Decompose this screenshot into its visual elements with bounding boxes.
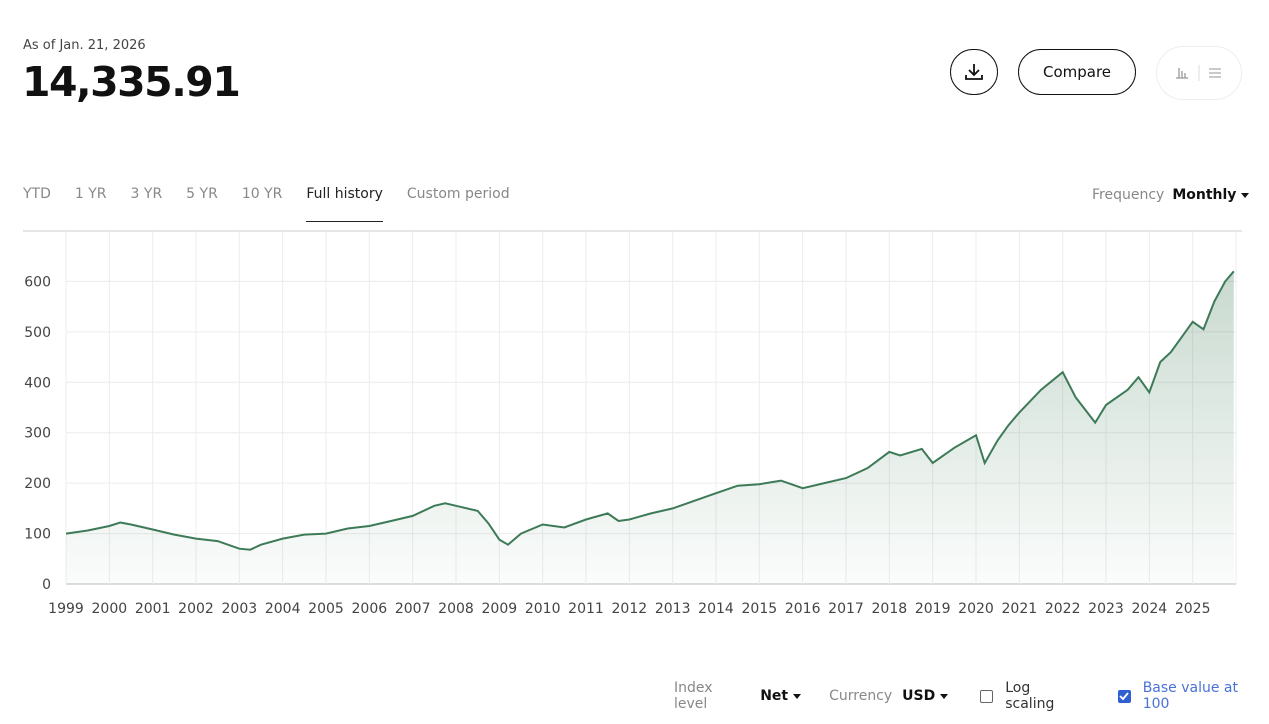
view-icons [1176,65,1221,81]
as-of-date: As of Jan. 21, 2026 [23,38,146,53]
period-tab[interactable]: 3 YR [130,186,163,202]
x-tick-label: 1999 [48,601,84,617]
x-tick-label: 2004 [265,601,301,617]
y-tick-label: 200 [24,476,51,492]
y-tick-label: 600 [24,274,51,290]
index-value: 14,335.91 [22,58,241,106]
frequency-value: Monthly [1172,187,1237,203]
base-checkbox[interactable] [1117,689,1131,703]
x-tick-label: 2001 [135,601,171,617]
index-level-label: Index level [674,680,713,712]
x-tick-label: 2022 [1045,601,1081,617]
view-toggle[interactable] [1156,46,1242,100]
x-tick-label: 2003 [222,601,258,617]
x-tick-label: 2021 [1002,601,1038,617]
x-tick-label: 2020 [958,601,994,617]
download-icon [965,64,983,80]
frequency[interactable]: Frequency Monthly [1092,187,1250,203]
x-tick-label: 2008 [438,601,474,617]
frequency-label: Frequency [1092,187,1165,203]
currency-value[interactable]: USD [902,688,936,704]
period-tab[interactable]: Full history [306,186,383,222]
index-level-value[interactable]: Net [760,688,789,704]
x-tick-label: 2012 [612,601,648,617]
y-tick-label: 100 [24,527,51,543]
period-tab[interactable]: 10 YR [241,186,283,202]
line [65,270,1235,551]
x-tick-label: 2010 [525,601,561,617]
x-tick-label: 2025 [1175,601,1211,617]
chart: 0 100 200 300 400 500 600 1999 2000 2001 2002 2003 2… [23,230,1242,617]
x-tick-label: 2015 [742,601,778,617]
x-tick-label: 2013 [655,601,691,617]
check-icon [1119,691,1129,700]
x-tick-label: 2002 [178,601,214,617]
y-tick-label: 300 [24,426,51,442]
x-tick-label: 2005 [308,601,344,617]
currency-label: Currency [829,688,893,704]
base-label: Base value at 100 [1142,680,1238,712]
period-tab[interactable]: YTD [23,186,51,202]
chart-controls: Index level Net Currency USD Log scaling B… [674,680,1269,712]
x-tick-label: 2009 [482,601,518,617]
log-checkbox[interactable] [980,689,994,703]
compare-button[interactable]: Compare [1018,49,1136,95]
x-tick-label: 2016 [785,601,821,617]
period-tab[interactable]: Custom period [406,186,510,202]
area-fill [66,271,1234,584]
period-tab[interactable]: 5 YR [186,186,218,202]
x-tick-label: 2017 [828,601,864,617]
x-tick-label: 2000 [92,601,128,617]
log-label: Log scaling [1005,680,1055,712]
x-tick-label: 2019 [915,601,951,617]
x-tick-label: 2018 [872,601,908,617]
x-tick-label: 2024 [1132,601,1168,617]
x-tick-label: 2023 [1088,601,1124,617]
x-tick-label: 2007 [395,601,431,617]
download-button[interactable] [950,49,998,95]
period-tab[interactable]: 1 YR [74,186,107,202]
x-tick-label: 2014 [698,601,734,617]
y-tick-label: 500 [24,325,51,341]
y-tick-label: 400 [24,375,51,391]
x-tick-label: 2006 [352,601,388,617]
period-tabs: YTD 1 YR 3 YR 5 YR 10 YR Full history Custom p… [23,186,510,222]
x-tick-label: 2011 [568,601,604,617]
y-tick-label: 0 [42,577,51,593]
